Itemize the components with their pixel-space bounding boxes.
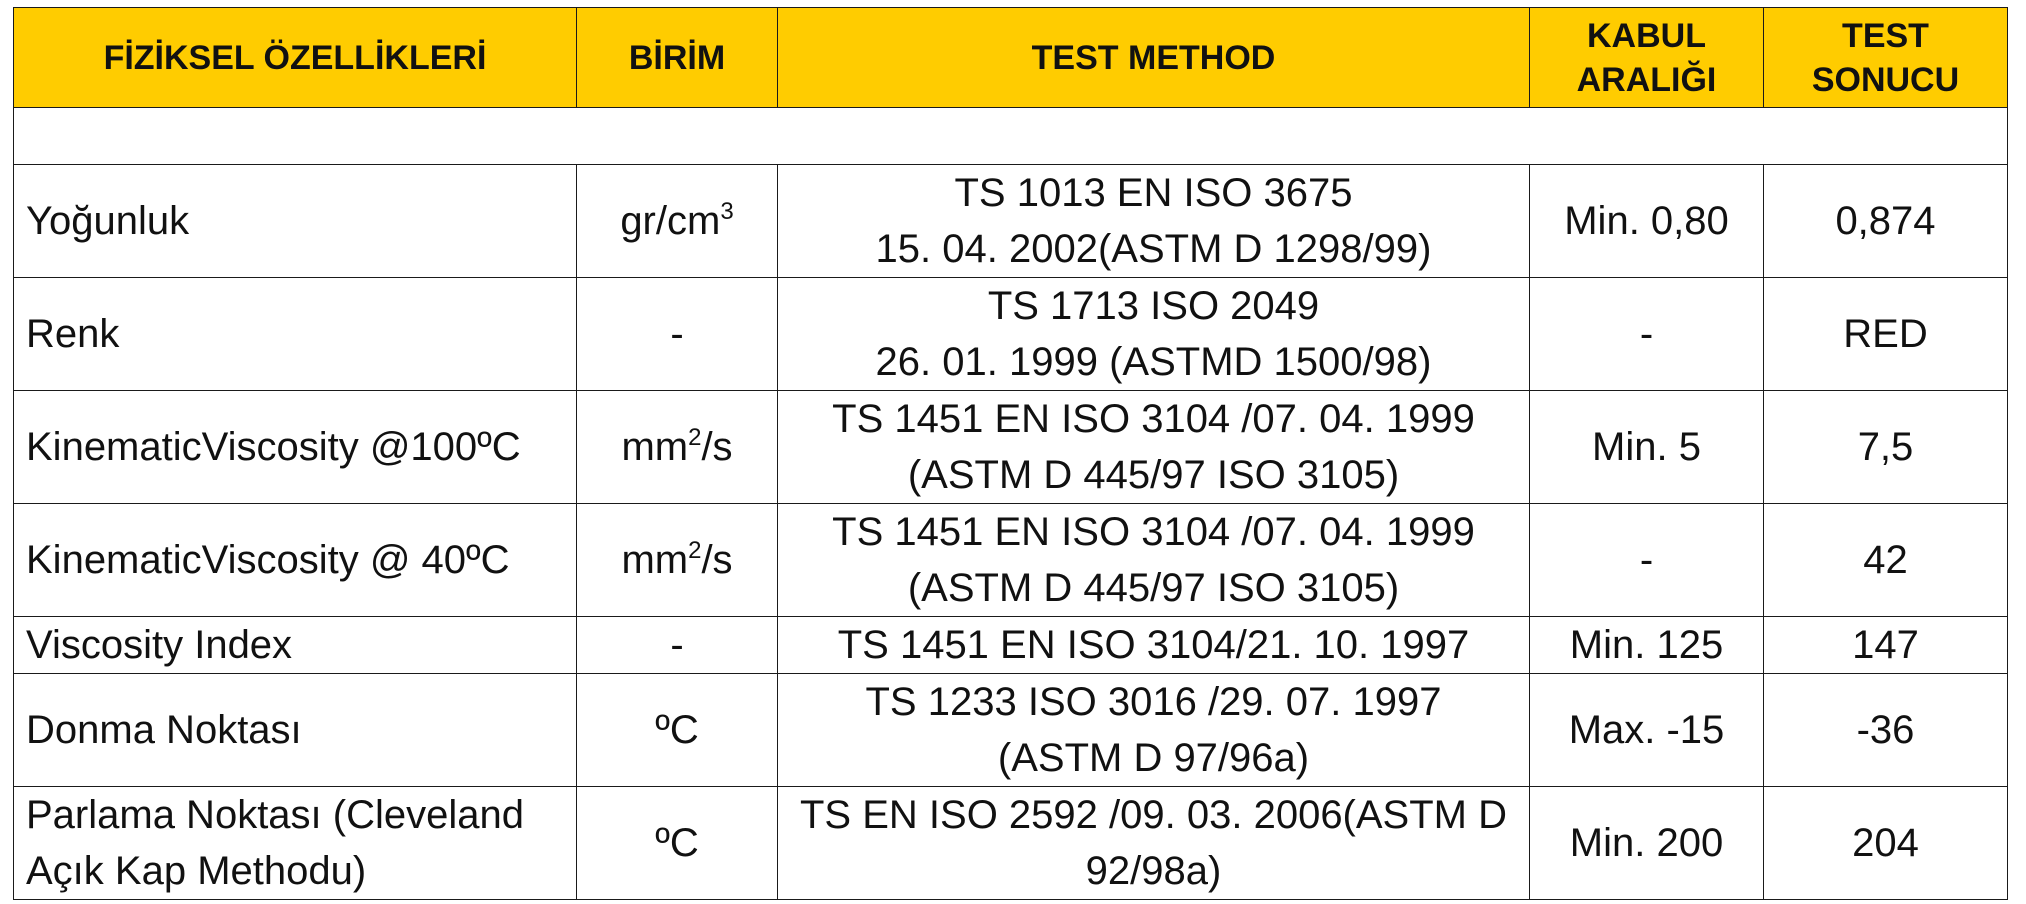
unit-superscript: 3 <box>720 198 734 225</box>
method-line: TS 1713 ISO 2049 <box>987 284 1320 328</box>
range-cell: Min. 125 <box>1529 616 1764 674</box>
header-property: FİZİKSEL ÖZELLİKLERİ <box>13 7 577 108</box>
unit-superscript: 2 <box>688 537 702 564</box>
method-line: 26. 01. 1999 (ASTMD 1500/98) <box>875 340 1432 384</box>
unit-cell: ºC <box>576 786 778 900</box>
method-line: TS 1013 EN ISO 3675 <box>954 171 1353 215</box>
table-row: Renk - TS 1713 ISO 2049 26. 01. 1999 (AS… <box>13 277 2008 391</box>
property-cell: Yoğunluk <box>13 164 577 278</box>
unit-superscript: 2 <box>688 424 702 451</box>
property-line: Açık Kap Methodu) <box>26 849 367 893</box>
method-cell: TS 1233 ISO 3016 /29. 07. 1997 (ASTM D 9… <box>777 673 1530 787</box>
table-header: FİZİKSEL ÖZELLİKLERİ BİRİM TEST METHOD K… <box>13 7 2008 108</box>
unit-cell: gr/cm3 <box>576 164 778 278</box>
property-cell: Donma Noktası <box>13 673 577 787</box>
property-cell: KinematicViscosity @100ºC <box>13 390 577 504</box>
header-method: TEST METHOD <box>777 7 1530 108</box>
table-row: Yoğunluk gr/cm3 TS 1013 EN ISO 3675 15. … <box>13 164 2008 278</box>
result-cell: -36 <box>1763 673 2008 787</box>
method-cell: TS 1451 EN ISO 3104/21. 10. 1997 <box>777 616 1530 674</box>
spacer-cell <box>13 107 2008 165</box>
header-unit: BİRİM <box>576 7 778 108</box>
table-row: KinematicViscosity @100ºC mm2/s TS 1451 … <box>13 390 2008 504</box>
spacer-row <box>13 107 2008 165</box>
method-line: TS 1451 EN ISO 3104/21. 10. 1997 <box>837 623 1470 667</box>
table-row: KinematicViscosity @ 40ºC mm2/s TS 1451 … <box>13 503 2008 617</box>
header-range: KABUL ARALIĞI <box>1529 7 1764 108</box>
method-line: (ASTM D 445/97 ISO 3105) <box>907 453 1400 497</box>
property-cell: Parlama Noktası (Cleveland Açık Kap Meth… <box>13 786 577 900</box>
table-body: Yoğunluk gr/cm3 TS 1013 EN ISO 3675 15. … <box>13 107 2008 900</box>
method-line: 15. 04. 2002(ASTM D 1298/99) <box>875 227 1432 271</box>
property-cell: Renk <box>13 277 577 391</box>
unit-cell: mm2/s <box>576 503 778 617</box>
method-line: TS 1451 EN ISO 3104 /07. 04. 1999 <box>832 397 1475 441</box>
result-cell: 42 <box>1763 503 2008 617</box>
method-line: (ASTM D 97/96a) <box>997 736 1310 780</box>
unit-cell: - <box>576 277 778 391</box>
result-cell: 147 <box>1763 616 2008 674</box>
method-cell: TS 1451 EN ISO 3104 /07. 04. 1999 (ASTM … <box>777 390 1530 504</box>
method-line: 92/98a) <box>1085 849 1222 893</box>
table-row: Parlama Noktası (Cleveland Açık Kap Meth… <box>13 786 2008 900</box>
range-cell: Min. 0,80 <box>1529 164 1764 278</box>
header-range-line2: ARALIĞI <box>1576 60 1717 99</box>
table-row: Donma Noktası ºC TS 1233 ISO 3016 /29. 0… <box>13 673 2008 787</box>
result-cell: 204 <box>1763 786 2008 900</box>
unit-cell: mm2/s <box>576 390 778 504</box>
property-line: Parlama Noktası (Cleveland <box>26 793 524 837</box>
property-cell: Viscosity Index <box>13 616 577 674</box>
result-cell: 0,874 <box>1763 164 2008 278</box>
range-cell: - <box>1529 503 1764 617</box>
method-line: (ASTM D 445/97 ISO 3105) <box>907 566 1400 610</box>
header-result-line1: TEST <box>1842 16 1929 55</box>
method-line: TS 1233 ISO 3016 /29. 07. 1997 <box>865 680 1442 724</box>
method-cell: TS 1713 ISO 2049 26. 01. 1999 (ASTMD 150… <box>777 277 1530 391</box>
method-cell: TS 1451 EN ISO 3104 /07. 04. 1999 (ASTM … <box>777 503 1530 617</box>
header-range-line1: KABUL <box>1587 16 1706 55</box>
method-cell: TS EN ISO 2592 /09. 03. 2006(ASTM D 92/9… <box>777 786 1530 900</box>
header-result-line2: SONUCU <box>1811 60 1960 99</box>
unit-cell: ºC <box>576 673 778 787</box>
unit-cell: - <box>576 616 778 674</box>
property-cell: KinematicViscosity @ 40ºC <box>13 503 577 617</box>
method-line: TS 1451 EN ISO 3104 /07. 04. 1999 <box>832 510 1475 554</box>
table-row: Viscosity Index - TS 1451 EN ISO 3104/21… <box>13 616 2008 674</box>
range-cell: Min. 5 <box>1529 390 1764 504</box>
range-cell: Min. 200 <box>1529 786 1764 900</box>
header-row: FİZİKSEL ÖZELLİKLERİ BİRİM TEST METHOD K… <box>13 7 2008 108</box>
result-cell: 7,5 <box>1763 390 2008 504</box>
range-cell: Max. -15 <box>1529 673 1764 787</box>
range-cell: - <box>1529 277 1764 391</box>
header-result: TEST SONUCU <box>1763 7 2008 108</box>
properties-table: FİZİKSEL ÖZELLİKLERİ BİRİM TEST METHOD K… <box>13 7 2008 900</box>
method-cell: TS 1013 EN ISO 3675 15. 04. 2002(ASTM D … <box>777 164 1530 278</box>
method-line: TS EN ISO 2592 /09. 03. 2006(ASTM D <box>800 793 1507 837</box>
result-cell: RED <box>1763 277 2008 391</box>
